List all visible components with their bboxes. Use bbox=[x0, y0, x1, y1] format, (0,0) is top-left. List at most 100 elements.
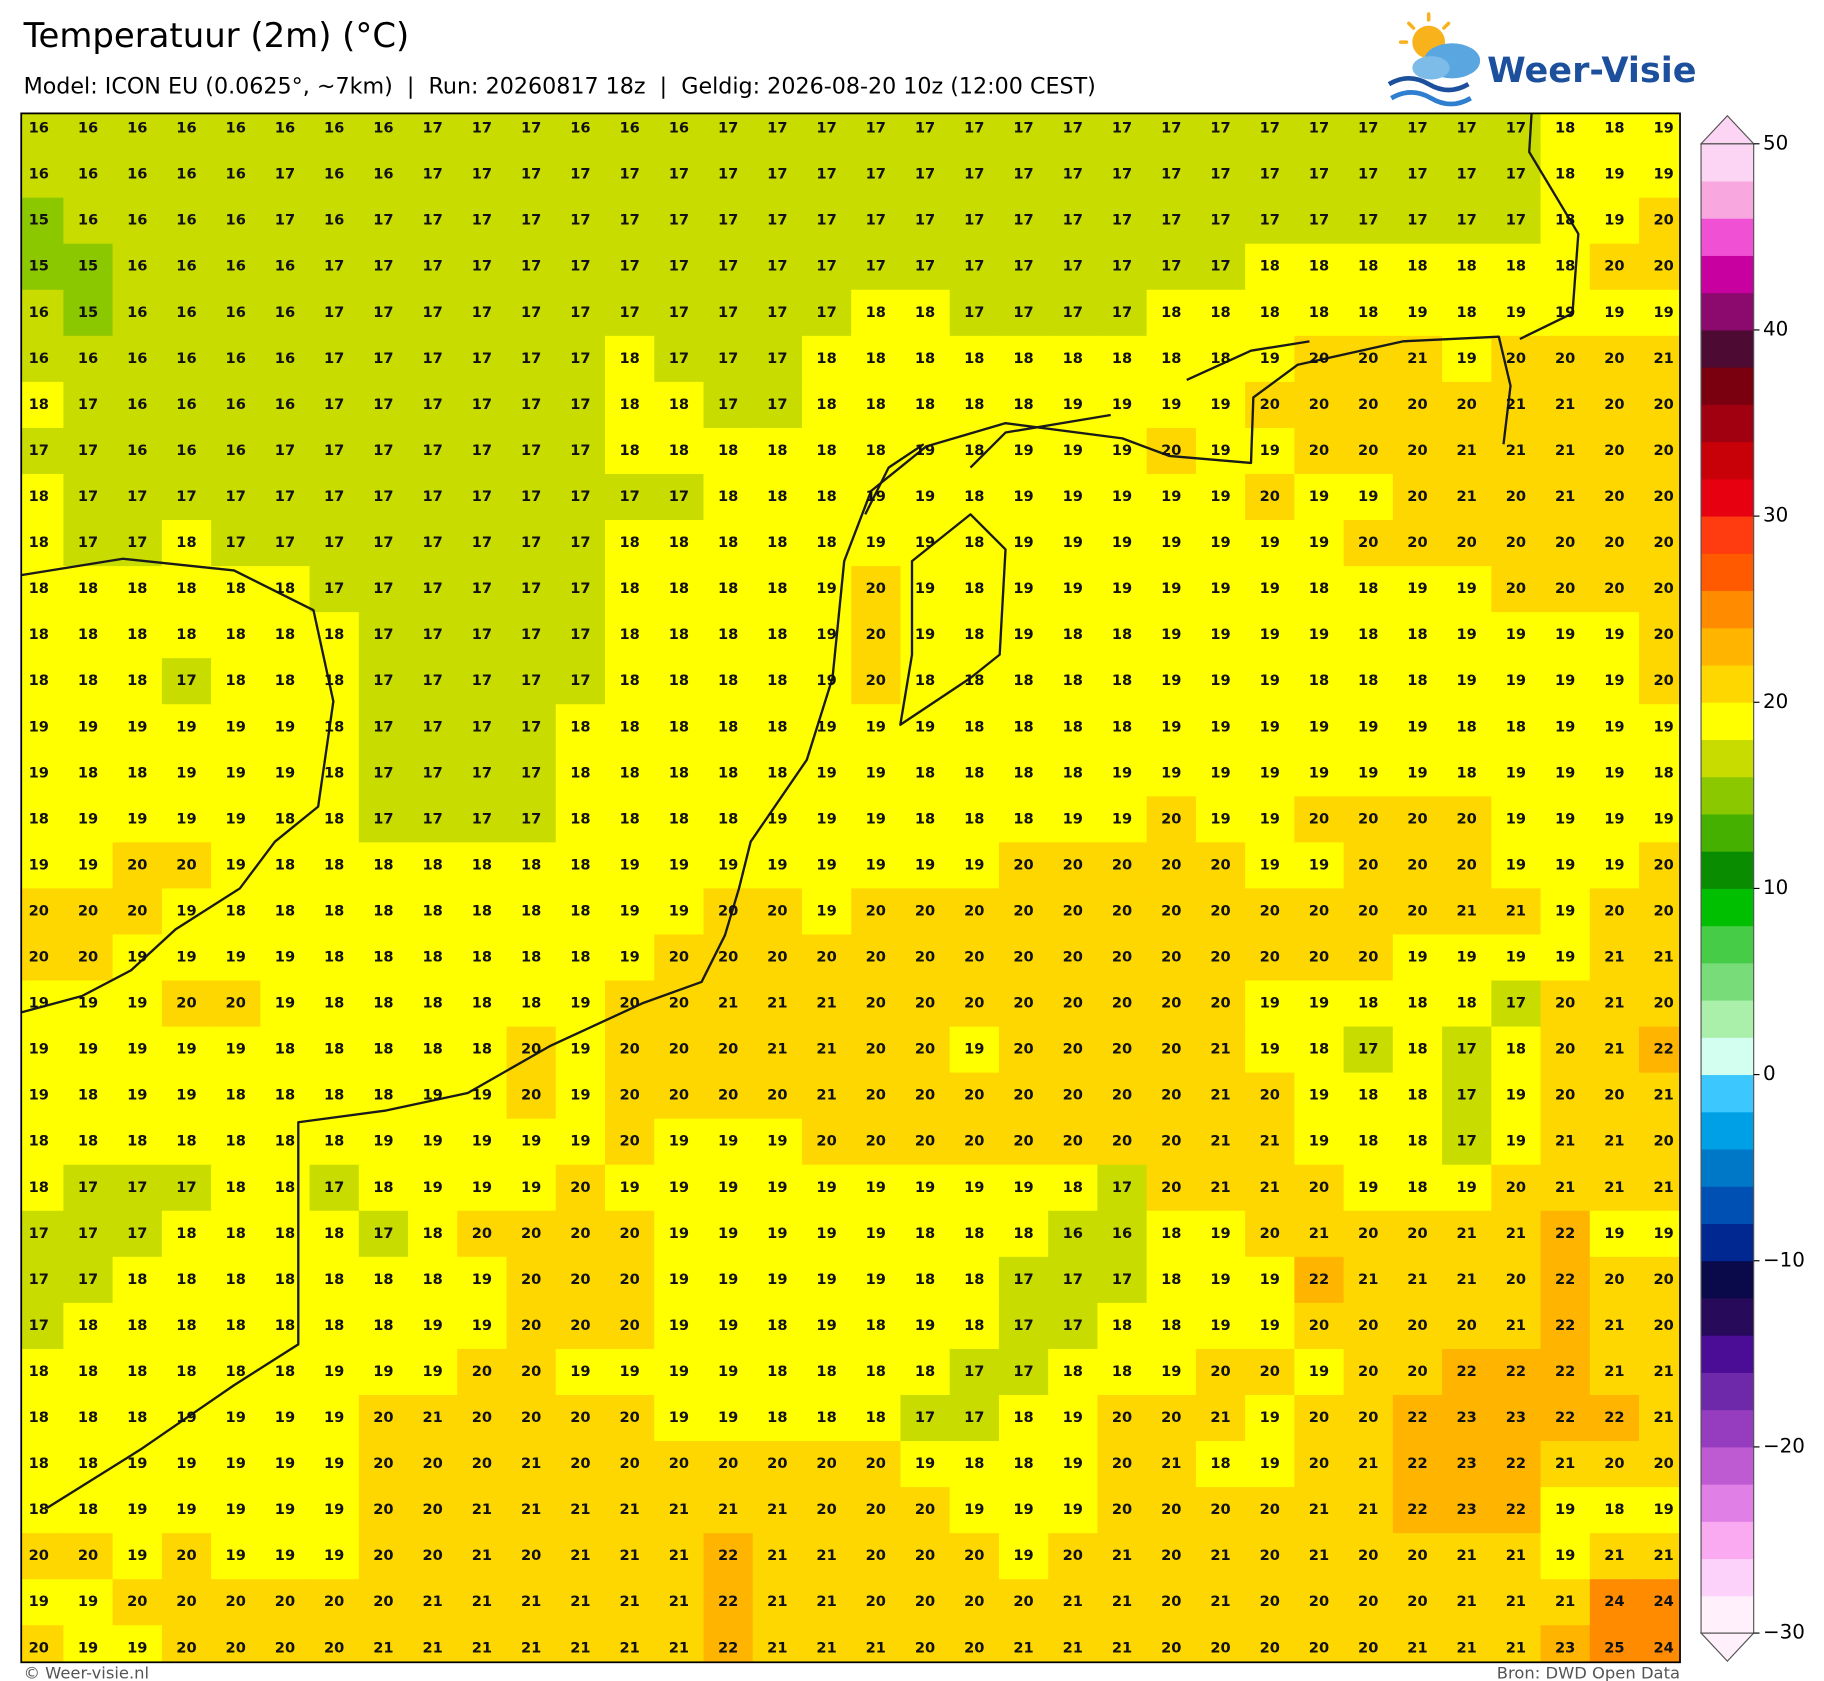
temperature-cell bbox=[1589, 1625, 1640, 1663]
temperature-label: 19 bbox=[866, 718, 886, 735]
temperature-cell bbox=[21, 1256, 65, 1304]
temperature-label: 20 bbox=[1161, 949, 1181, 966]
temperature-label: 19 bbox=[1260, 580, 1280, 597]
temperature-label: 17 bbox=[718, 120, 738, 137]
temperature-cell bbox=[457, 151, 508, 199]
temperature-cell bbox=[1343, 243, 1394, 291]
temperature-cell bbox=[21, 934, 65, 982]
temperature-cell bbox=[63, 1625, 114, 1663]
temperature-cell bbox=[21, 520, 65, 567]
temperature-cell bbox=[408, 934, 459, 982]
temperature-label: 18 bbox=[570, 949, 590, 966]
temperature-label: 19 bbox=[915, 534, 935, 551]
temperature-cell bbox=[506, 381, 557, 429]
temperature-label: 20 bbox=[1309, 350, 1329, 367]
temperature-cell bbox=[358, 381, 409, 429]
temperature-label: 17 bbox=[472, 258, 492, 275]
temperature-cell bbox=[801, 1579, 852, 1626]
temperature-cell bbox=[654, 427, 705, 475]
temperature-cell bbox=[1343, 381, 1394, 429]
temperature-cell bbox=[801, 1302, 852, 1350]
temperature-label: 19 bbox=[1161, 488, 1181, 505]
temperature-cell bbox=[851, 1348, 902, 1396]
colorbar-band bbox=[1701, 590, 1754, 629]
coastline bbox=[46, 335, 1512, 1509]
temperature-label: 19 bbox=[1063, 1501, 1083, 1518]
temperature-label: 18 bbox=[619, 626, 639, 643]
colorbar-band bbox=[1701, 962, 1754, 1001]
temperature-cell bbox=[1540, 1394, 1591, 1442]
temperature-cell bbox=[801, 1072, 852, 1120]
temperature-label: 22 bbox=[1653, 1041, 1673, 1058]
temperature-cell bbox=[1245, 1487, 1296, 1534]
temperature-label: 18 bbox=[1063, 764, 1083, 781]
colorbar-band bbox=[1701, 404, 1754, 443]
temperature-label: 18 bbox=[1407, 626, 1427, 643]
temperature-label: 17 bbox=[324, 350, 344, 367]
temperature-cell bbox=[112, 1302, 163, 1350]
temperature-label: 21 bbox=[1309, 1225, 1329, 1242]
temperature-label: 19 bbox=[1506, 856, 1526, 873]
temperature-cell bbox=[21, 1302, 65, 1350]
temperature-cell bbox=[703, 1256, 754, 1304]
temperature-cell bbox=[949, 151, 1000, 199]
temperature-label: 19 bbox=[1309, 995, 1329, 1012]
temperature-cell bbox=[457, 934, 508, 982]
temperature-label: 19 bbox=[767, 1133, 787, 1150]
temperature-label: 19 bbox=[619, 856, 639, 873]
temperature-cell bbox=[1048, 1256, 1099, 1304]
temperature-cell bbox=[998, 980, 1049, 1028]
temperature-cell bbox=[1442, 113, 1493, 153]
temperature-label: 17 bbox=[373, 304, 393, 321]
temperature-label: 19 bbox=[669, 1179, 689, 1196]
temperature-cell bbox=[161, 658, 212, 705]
temperature-cell bbox=[1245, 750, 1296, 798]
temperature-label: 19 bbox=[1555, 902, 1575, 919]
temperature-label: 20 bbox=[915, 1547, 935, 1564]
temperature-cell bbox=[1343, 842, 1394, 890]
temperature-label: 21 bbox=[1457, 1271, 1477, 1288]
temperature-cell bbox=[1392, 1441, 1443, 1488]
temperature-label: 19 bbox=[1063, 810, 1083, 827]
temperature-label: 20 bbox=[1063, 949, 1083, 966]
temperature-cell bbox=[1540, 1164, 1591, 1212]
temperature-cell bbox=[506, 1210, 557, 1258]
temperature-label: 20 bbox=[1407, 442, 1427, 459]
temperature-label: 19 bbox=[964, 1041, 984, 1058]
temperature-cell bbox=[112, 1118, 163, 1166]
temperature-label: 18 bbox=[1457, 718, 1477, 735]
temperature-label: 19 bbox=[1309, 626, 1329, 643]
temperature-label: 20 bbox=[1653, 580, 1673, 597]
temperature-cell bbox=[211, 566, 262, 613]
temperature-cell bbox=[1048, 1394, 1099, 1442]
temperature-label: 17 bbox=[472, 764, 492, 781]
temperature-label: 20 bbox=[176, 1593, 196, 1610]
temperature-label: 18 bbox=[324, 810, 344, 827]
temperature-label: 19 bbox=[1112, 580, 1132, 597]
temperature-label: 23 bbox=[1506, 1409, 1526, 1426]
temperature-label: 18 bbox=[1161, 1271, 1181, 1288]
temperature-cell bbox=[1540, 1441, 1591, 1488]
temperature-cell bbox=[703, 1026, 754, 1074]
temperature-label: 18 bbox=[669, 396, 689, 413]
temperature-label: 20 bbox=[521, 1409, 541, 1426]
temperature-label: 23 bbox=[1555, 1639, 1575, 1656]
temperature-label: 17 bbox=[570, 442, 590, 459]
temperature-label: 22 bbox=[1506, 1363, 1526, 1380]
temperature-label: 19 bbox=[176, 949, 196, 966]
temperature-cell bbox=[21, 1579, 65, 1626]
temperature-cell bbox=[1097, 1302, 1148, 1350]
temperature-cell bbox=[1589, 243, 1640, 291]
temperature-cell bbox=[752, 1579, 803, 1626]
temperature-label: 18 bbox=[226, 1225, 246, 1242]
temperature-label: 18 bbox=[29, 810, 49, 827]
temperature-cell bbox=[949, 427, 1000, 475]
temperature-cell bbox=[703, 1302, 754, 1350]
temperature-label: 21 bbox=[1555, 442, 1575, 459]
temperature-cell bbox=[555, 842, 606, 890]
temperature-cell bbox=[998, 427, 1049, 475]
temperature-label: 19 bbox=[915, 1179, 935, 1196]
temperature-cell bbox=[21, 1118, 65, 1166]
temperature-label: 21 bbox=[1506, 1639, 1526, 1656]
temperature-label: 19 bbox=[816, 580, 836, 597]
